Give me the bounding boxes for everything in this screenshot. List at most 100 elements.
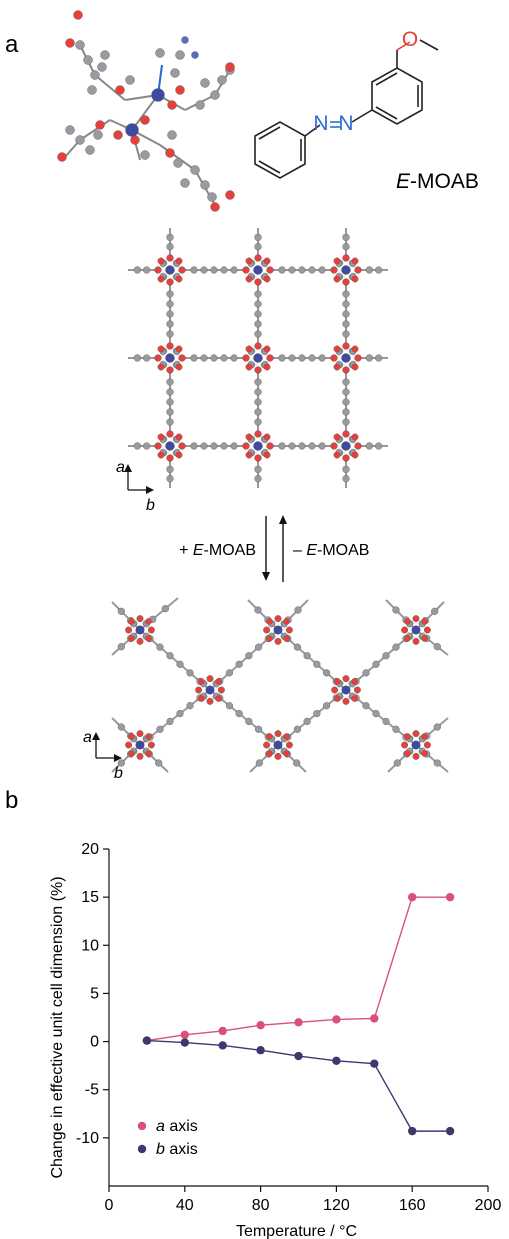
oxygen-atom: [215, 695, 222, 702]
oxygen-atom: [342, 366, 350, 374]
oxygen-atom: [175, 433, 183, 441]
carbon-atom: [298, 266, 306, 274]
oxygen-atom: [333, 257, 341, 265]
carbon-atom: [298, 354, 306, 362]
carbon-atom: [278, 442, 286, 450]
metal-atom: [135, 740, 145, 750]
carbon-atom: [200, 78, 210, 88]
x-tick-label: 80: [252, 1197, 270, 1214]
metal-atom: [253, 265, 263, 275]
oxygen-atom: [285, 741, 293, 749]
carbon-atom: [322, 669, 331, 677]
y-tick-label: 5: [90, 985, 99, 1002]
data-point-series-0: [445, 892, 455, 902]
oxygen-atom: [128, 618, 135, 625]
oxygen-atom: [166, 278, 174, 286]
oxygen-atom: [263, 433, 271, 441]
oxygen-atom: [157, 345, 165, 353]
oxygen-atom: [330, 354, 338, 362]
data-point-series-1: [370, 1059, 379, 1068]
bond: [159, 144, 196, 171]
carbon-atom: [293, 725, 302, 733]
oxygen-atom: [245, 275, 253, 283]
carbon-atom: [140, 150, 150, 160]
oxygen-atom: [342, 254, 350, 262]
carbon-atom: [100, 50, 110, 60]
carbon-atom: [318, 442, 326, 450]
carbon-atom: [362, 669, 370, 677]
oxygen-atom: [412, 637, 420, 645]
carbon-atom: [375, 266, 383, 274]
carbon-atom: [254, 465, 262, 473]
carbon-atom: [166, 300, 174, 308]
carbon-atom: [225, 669, 234, 677]
carbon-atom: [342, 465, 350, 473]
carbon-atom: [342, 243, 350, 251]
oxygen-atom: [206, 675, 214, 683]
oxygen-atom: [140, 115, 150, 125]
carbon-atom: [303, 652, 311, 660]
carbon-atom: [200, 442, 208, 450]
oxygen-atom: [245, 451, 253, 459]
oxygen-atom: [330, 266, 338, 274]
oxygen-atom: [404, 618, 411, 625]
carbon-atom: [90, 70, 100, 80]
axis-b-label-top: b: [146, 497, 155, 514]
oxygen-atom: [166, 430, 174, 438]
carbon-atom: [254, 388, 262, 396]
oxygen-atom: [128, 733, 135, 740]
oxygen-atom: [342, 430, 350, 438]
oxygen-atom: [128, 750, 135, 757]
oxygen-atom: [166, 366, 174, 374]
carbon-atom: [362, 702, 370, 710]
oxygen-atom: [154, 354, 162, 362]
oxygen-atom: [412, 752, 420, 760]
oxygen-atom: [225, 62, 235, 72]
oxygen-atom: [421, 750, 428, 757]
oxygen-atom: [404, 733, 411, 740]
data-point-series-0: [256, 1021, 265, 1030]
carbon-atom: [83, 55, 93, 65]
carbon-atom: [393, 759, 401, 767]
carbon-atom: [143, 266, 151, 274]
oxygen-atom: [266, 635, 273, 642]
carbon-atom: [342, 418, 350, 426]
oxygen-atom: [175, 345, 183, 353]
oxygen-atom: [263, 451, 271, 459]
oxygen-atom: [263, 345, 271, 353]
carbon-atom: [255, 759, 263, 767]
carbon-atom: [166, 398, 174, 406]
carbon-atom: [210, 266, 218, 274]
y-tick-label: 0: [90, 1034, 99, 1051]
carbon-atom: [254, 408, 262, 416]
carbon-atom: [167, 130, 177, 140]
oxygen-atom: [266, 750, 273, 757]
axis-b-label-bottom: b: [114, 765, 123, 782]
oxygen-atom: [412, 615, 420, 623]
carbon-atom: [254, 243, 262, 251]
carbon-atom: [143, 354, 151, 362]
metal-atom: [135, 625, 145, 635]
oxygen-atom: [175, 451, 183, 459]
oxygen-atom: [145, 635, 152, 642]
carbon-atom: [254, 233, 262, 241]
metal-atom: [165, 441, 175, 451]
oxygen-atom: [401, 626, 409, 634]
y-tick-label: -10: [76, 1130, 99, 1147]
carbon-atom: [254, 418, 262, 426]
oxygen-atom: [266, 442, 274, 450]
oxygen-atom: [254, 366, 262, 374]
oxygen-atom: [215, 678, 222, 685]
carbon-atom: [382, 717, 390, 726]
oxygen-atom: [342, 342, 350, 350]
carbon-atom: [166, 388, 174, 396]
oxygen-atom: [157, 363, 165, 371]
oxygen-atom: [333, 433, 341, 441]
carbon-atom: [342, 378, 350, 386]
axis-indicator-bottom: [92, 732, 122, 762]
oxygen-atom: [167, 100, 177, 110]
carbon-atom: [230, 354, 238, 362]
carbon-atom: [254, 300, 262, 308]
bond: [111, 629, 141, 656]
metal-atom: [273, 625, 283, 635]
